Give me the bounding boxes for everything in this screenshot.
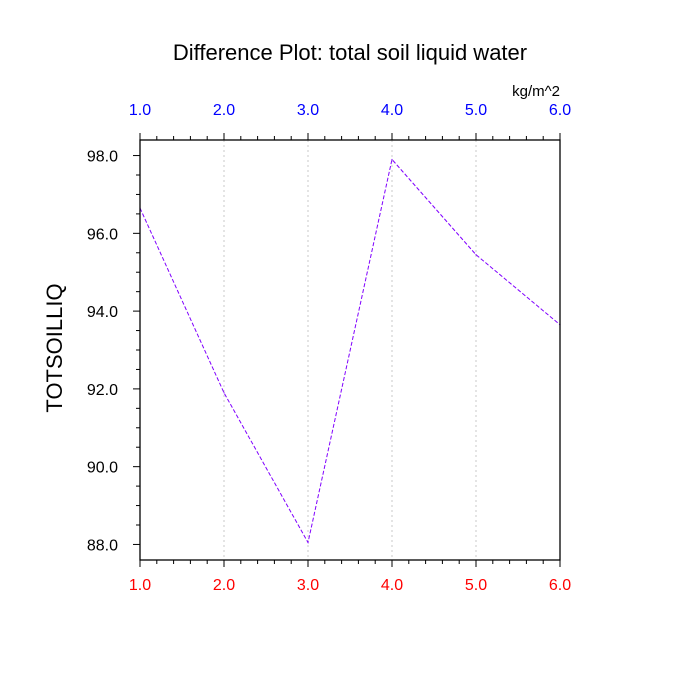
- data-point: [475, 254, 477, 256]
- data-point: [223, 392, 225, 394]
- grid: [223, 140, 477, 560]
- x-tick-label-top: 3.0: [297, 102, 319, 119]
- x-tick-label-bottom: 1.0: [129, 577, 151, 594]
- tick-marks: [133, 133, 561, 567]
- series-line: [139, 158, 561, 544]
- x-tick-label-top: 5.0: [465, 102, 487, 119]
- x-tick-label-bottom: 6.0: [549, 577, 571, 594]
- tick-labels: 1.0 2.0 3.0 4.0 5.0 6.0 1.0 2.0 3.0 4.0 5.0 6.0 88.0…: [87, 102, 571, 594]
- chart-title: Difference Plot: total soil liquid water: [173, 40, 527, 65]
- x-tick-label-top: 1.0: [129, 102, 151, 119]
- x-tick-label-top: 6.0: [549, 102, 571, 119]
- x-tick-label-bottom: 5.0: [465, 577, 487, 594]
- data-point: [307, 541, 309, 544]
- y-tick-label: 90.0: [87, 460, 118, 477]
- x-tick-label-bottom: 4.0: [381, 577, 403, 594]
- x-tick-label-bottom: 2.0: [213, 577, 235, 594]
- x-tick-label-top: 4.0: [381, 102, 403, 119]
- y-tick-label: 98.0: [87, 149, 118, 166]
- y-axis-label: TOTSOILLIQ: [42, 283, 67, 412]
- units-label: kg/m^2: [512, 83, 560, 100]
- data-point: [391, 158, 393, 161]
- y-tick-label: 92.0: [87, 382, 118, 399]
- series: [139, 158, 561, 544]
- plot-frame: [139, 139, 561, 561]
- y-tick-label: 94.0: [87, 304, 118, 321]
- y-tick-label: 88.0: [87, 537, 118, 554]
- y-tick-label: 96.0: [87, 226, 118, 243]
- x-tick-label-bottom: 3.0: [297, 577, 319, 594]
- x-tick-label-top: 2.0: [213, 102, 235, 119]
